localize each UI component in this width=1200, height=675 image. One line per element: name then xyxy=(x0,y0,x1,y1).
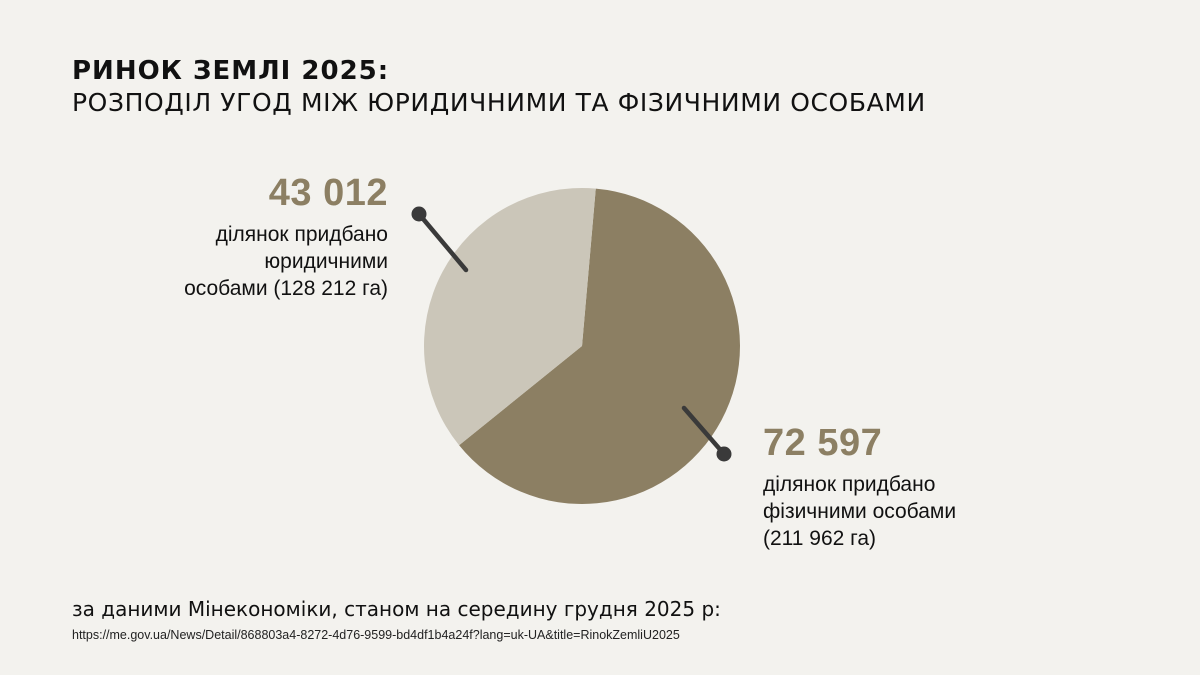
pie-slice-individual xyxy=(459,188,740,504)
source-note: за даними Мінекономіки, станом на середи… xyxy=(72,597,721,621)
chart-title: РИНОК ЗЕМЛІ 2025: xyxy=(72,56,390,86)
legal-entities-value: 43 012 xyxy=(268,172,388,214)
pointer-legal xyxy=(411,206,469,273)
individuals-description: ділянок придбано фізичними особами (211 … xyxy=(763,473,957,550)
individuals-callout: 72 597 ділянок придбано фізичними особам… xyxy=(763,422,956,552)
source-link[interactable]: https://me.gov.ua/News/Detail/868803a4-8… xyxy=(72,628,680,642)
chart-subtitle: РОЗПОДІЛ УГОД МІЖ ЮРИДИЧНИМИ ТА ФІЗИЧНИМ… xyxy=(72,88,926,117)
pointer-individual xyxy=(681,405,732,462)
legal-entities-description: ділянок придбано юридичними особами (128… xyxy=(184,223,388,300)
individuals-value: 72 597 xyxy=(763,422,883,464)
pie-slice-legal xyxy=(423,187,596,446)
legal-entities-callout: 43 012 ділянок придбано юридичними особа… xyxy=(184,172,388,302)
